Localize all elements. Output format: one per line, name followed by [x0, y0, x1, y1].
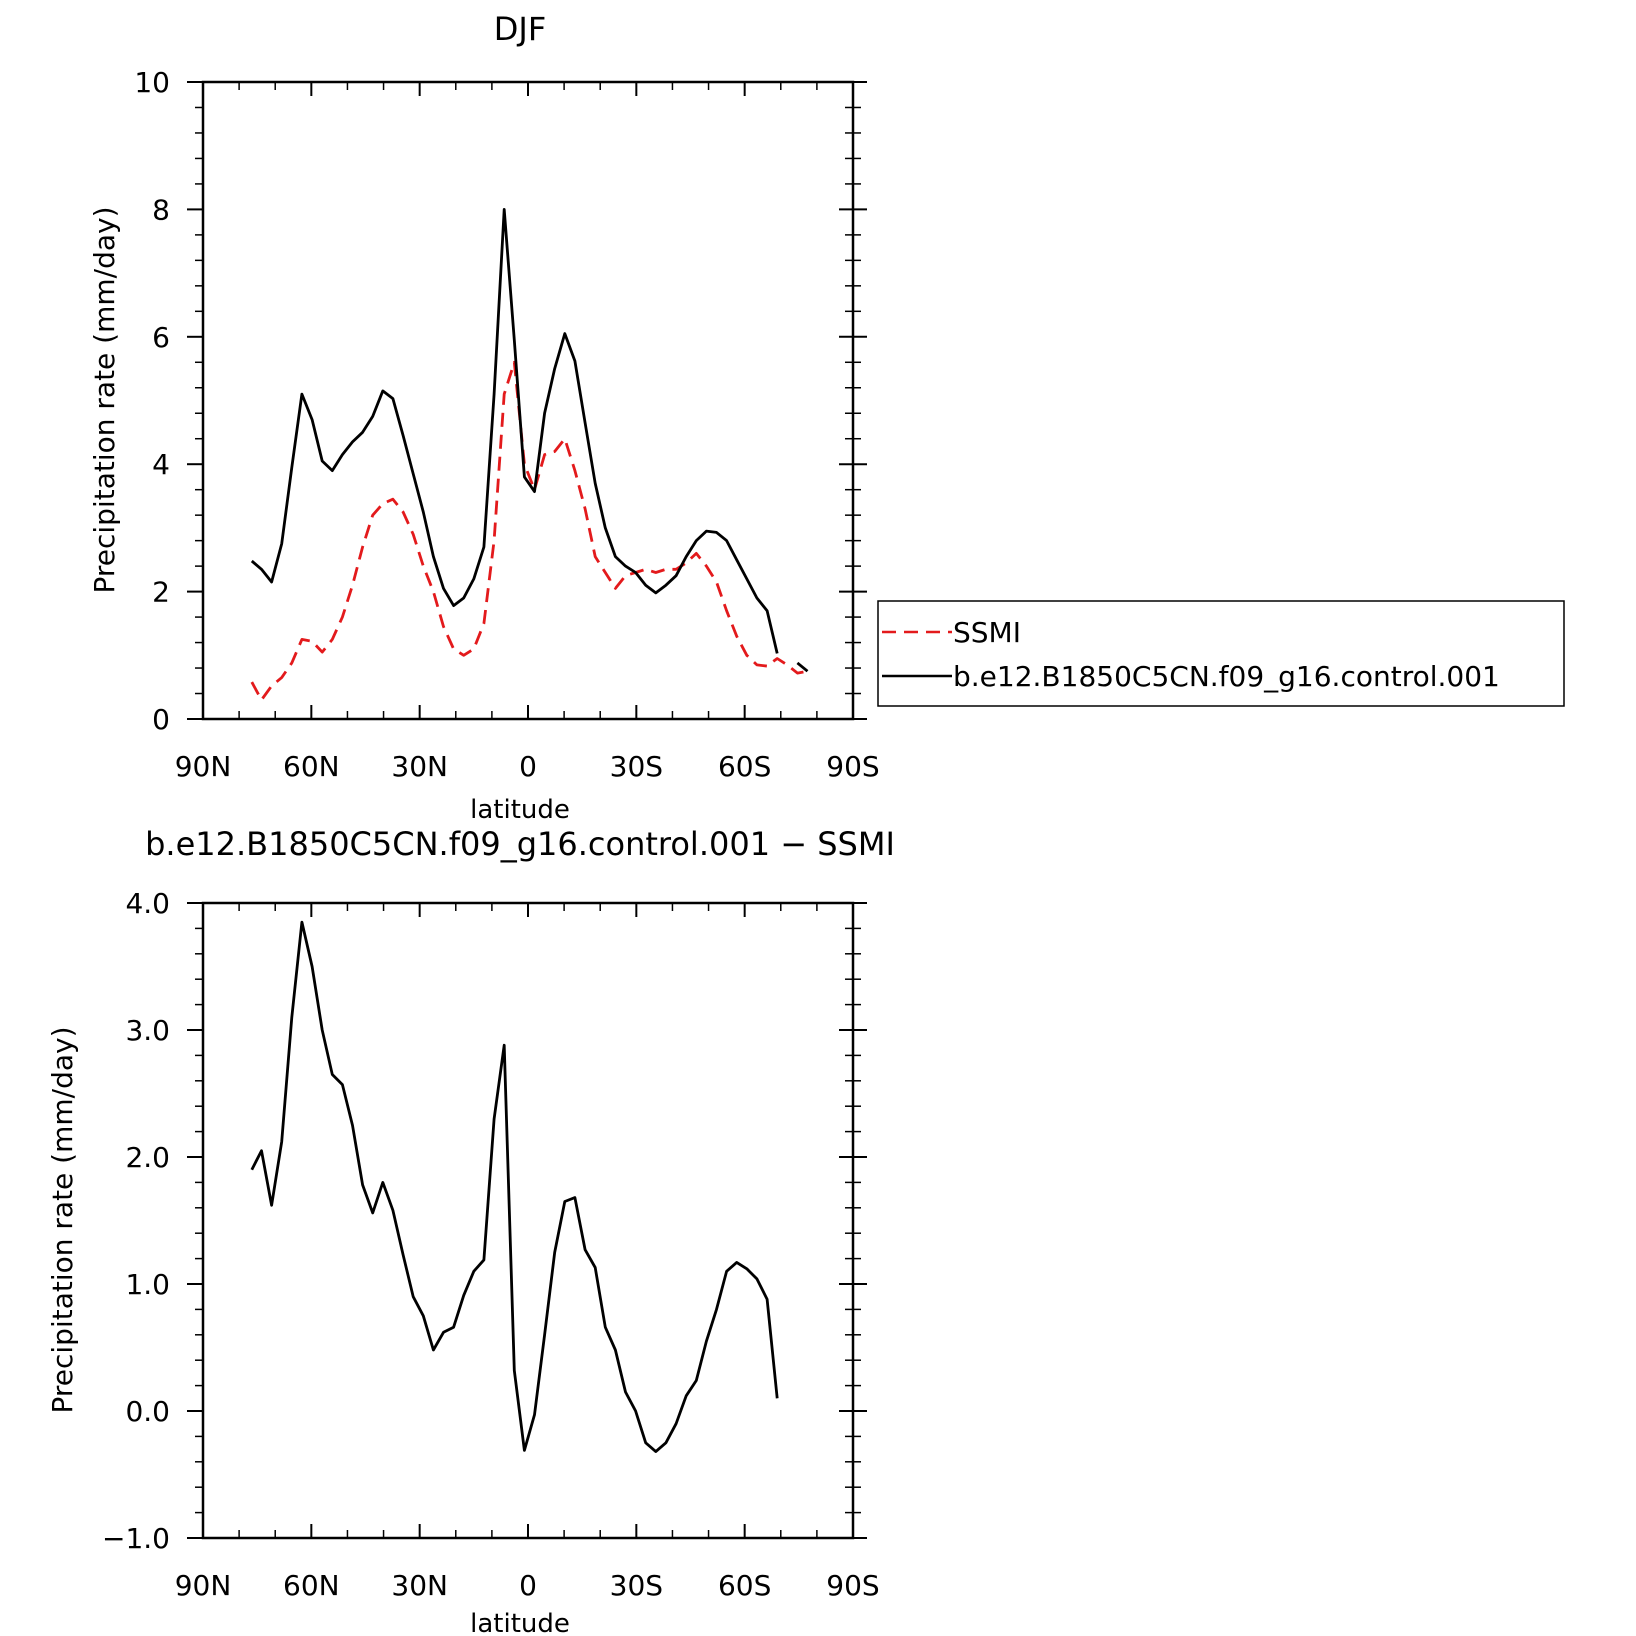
- legend-box: [877, 600, 1565, 707]
- y-tick-label: 0: [152, 703, 170, 736]
- x-tick-label: 0: [519, 750, 537, 783]
- x-tick-label: 90N: [175, 1569, 232, 1602]
- y-tick-label: −1.0: [102, 1522, 170, 1555]
- x-tick-label: 60S: [718, 750, 771, 783]
- y-tick-label: 10: [134, 66, 170, 99]
- bottom-panel: b.e12.B1850C5CN.f09_g16.control.001 − SS…: [46, 825, 895, 1636]
- y-tick-label: 3.0: [125, 1014, 170, 1047]
- top-ticks: 90N 60N 30N 0 30S 60S 90S 0 2 4 6 8 10: [134, 66, 879, 783]
- x-tick-label: 90N: [175, 750, 232, 783]
- y-tick-label: 4: [152, 448, 170, 481]
- y-tick-label: 0.0: [125, 1395, 170, 1428]
- legend-label-model: b.e12.B1850C5CN.f09_g16.control.001: [953, 660, 1500, 693]
- x-tick-label: 90S: [826, 1569, 879, 1602]
- top-y-axis-label: Precipitation rate (mm/day): [88, 206, 121, 593]
- x-tick-label: 0: [519, 1569, 537, 1602]
- x-tick-label: 30N: [391, 1569, 448, 1602]
- y-tick-label: 8: [152, 193, 170, 226]
- top-chart-title: DJF: [494, 10, 546, 48]
- x-tick-label: 60N: [283, 1569, 340, 1602]
- x-tick-label: 30S: [610, 750, 663, 783]
- legend-label-ssmi: SSMI: [953, 616, 1021, 649]
- legend: SSMI b.e12.B1850C5CN.f09_g16.control.001: [877, 600, 1565, 707]
- top-series-group: [250, 208, 809, 702]
- y-tick-label: 4.0: [125, 887, 170, 920]
- series-line-0: [250, 920, 779, 1453]
- series-line-0: [250, 360, 808, 702]
- x-tick-label: 60N: [283, 750, 340, 783]
- bottom-series-group: [250, 920, 779, 1453]
- y-tick-label: 1.0: [125, 1268, 170, 1301]
- bottom-chart-title: b.e12.B1850C5CN.f09_g16.control.001 − SS…: [145, 825, 895, 863]
- x-tick-label: 60S: [718, 1569, 771, 1602]
- bottom-ticks: 90N 60N 30N 0 30S 60S 90S −1.0 0.0 1.0 2.0 3.0 4.0: [102, 887, 880, 1602]
- y-tick-label: 2: [152, 576, 170, 609]
- top-x-axis-label: latitude: [470, 795, 570, 825]
- bottom-x-axis-label: latitude: [470, 1609, 570, 1636]
- bottom-y-axis-label: Precipitation rate (mm/day): [46, 1026, 79, 1413]
- series-line-1: [250, 208, 809, 673]
- x-tick-label: 30N: [391, 750, 448, 783]
- y-tick-label: 6: [152, 321, 170, 354]
- x-tick-label: 90S: [826, 750, 879, 783]
- y-tick-label: 2.0: [125, 1141, 170, 1174]
- x-tick-label: 30S: [610, 1569, 663, 1602]
